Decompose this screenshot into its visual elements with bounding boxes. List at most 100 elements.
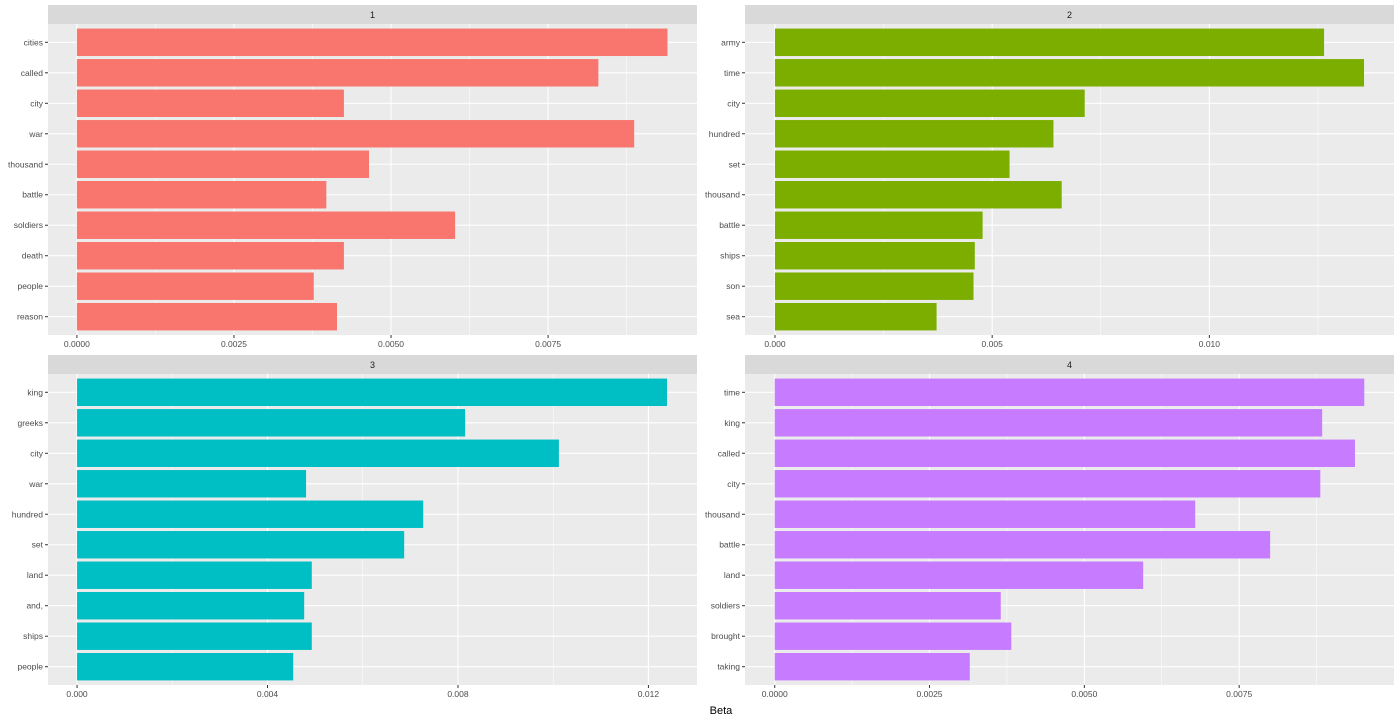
y-tick-label: king [724,418,740,428]
x-tick-label: 0.0000 [762,689,788,699]
y-tick-label: king [27,387,43,397]
bar-city [76,89,344,117]
bar-king [774,409,1323,437]
y-tick-label: called [718,448,740,458]
bar-son [774,272,974,300]
y-tick-label: ships [720,251,740,261]
y-tick-label: city [30,448,44,458]
y-tick-label: people [17,281,43,291]
y-tick-label: soldiers [711,601,740,611]
facet-strip-label: 1 [370,10,375,20]
y-tick-label: army [721,37,741,47]
bar-ships [774,242,975,270]
y-tick-label: time [724,68,740,78]
x-tick-label: 0.0050 [1071,689,1097,699]
facet-panel-2: 2 0.000 0.005 0.010 army time city hundred set th… [705,5,1394,349]
bar-reason [76,302,338,331]
x-tick-label: 0.004 [257,689,279,699]
facet-strip-label: 4 [1067,360,1072,370]
y-tick-label: battle [719,220,740,230]
bar-taking [774,652,970,681]
y-tick-label: thousand [8,159,43,169]
y-tick-label: soldiers [14,220,43,230]
bar-time [774,59,1365,87]
y-tick-label: thousand [705,509,740,519]
x-tick-label: 0.0075 [535,339,561,349]
bar-land [77,561,312,589]
bar-death [76,242,344,270]
bar-set [77,531,405,559]
facet-strip [745,355,1394,374]
bar-called [76,59,599,87]
bar-battle [76,181,327,209]
x-tick-label: 0.010 [1199,339,1221,349]
bar-and [77,592,305,620]
y-tick-label: ships [23,631,43,641]
y-tick-label: death [22,251,44,261]
facet-strip-label: 2 [1067,10,1072,20]
facet-strip [48,355,697,374]
y-tick-label: people [17,662,43,672]
x-tick-label: 0.000 [66,689,88,699]
y-tick-label: city [727,479,741,489]
bar-battle [774,211,983,239]
x-tick-label: 0.012 [638,689,660,699]
y-tick-label: son [726,281,740,291]
bar-thousand [774,500,1196,528]
y-tick-label: sea [726,312,740,322]
bar-sea [774,302,937,331]
bar-war [76,120,635,148]
y-tick-label: thousand [705,190,740,200]
y-tick-label: land [27,570,43,580]
y-tick-label: cities [24,37,43,47]
bar-army [774,28,1325,57]
x-tick-label: 0.008 [447,689,469,699]
bar-city [774,89,1085,117]
y-tick-label: time [724,387,740,397]
y-tick-label: hundred [12,509,43,519]
facet-strip-label: 3 [370,360,375,370]
y-tick-label: war [28,129,43,139]
bar-king [77,378,668,407]
bar-soldiers [774,592,1001,620]
x-tick-label: 0.005 [982,339,1004,349]
bar-war [77,470,307,498]
x-tick-label: 0.0025 [917,689,943,699]
bar-thousand [76,150,370,178]
x-tick-label: 0.0025 [221,339,247,349]
bar-set [774,150,1010,178]
y-tick-label: city [727,98,741,108]
y-tick-label: set [32,540,44,550]
bar-cities [76,28,668,57]
y-tick-label: called [21,68,43,78]
facet-panel-4: 4 0.0000 0.0025 0.0050 0.0075 time king called c… [705,355,1394,699]
x-tick-label: 0.0000 [64,339,90,349]
bar-time [774,378,1365,407]
y-tick-label: taking [717,662,740,672]
bar-people [76,272,314,300]
facet-panel-3: 3 0.000 0.004 0.008 0.012 king greeks city war hu… [12,355,697,699]
bar-thousand [774,181,1062,209]
y-tick-label: hundred [709,129,740,139]
bar-city [774,470,1321,498]
y-tick-label: land [724,570,740,580]
bar-land [774,561,1144,589]
bar-brought [774,622,1012,650]
bar-hundred [774,120,1054,148]
x-tick-label: 0.0075 [1226,689,1252,699]
y-tick-label: set [729,159,741,169]
facet-panel-1: 1 0.0000 0.0025 0.0050 0.0075 cities called cit… [8,5,697,349]
y-tick-label: battle [719,540,740,550]
y-tick-label: and, [26,601,43,611]
bar-hundred [77,500,424,528]
x-tick-label: 0.0050 [378,339,404,349]
bar-greeks [77,409,466,437]
bar-soldiers [76,211,456,239]
y-tick-label: brought [711,631,740,641]
bar-called [774,439,1355,467]
y-tick-label: greeks [17,418,43,428]
bar-city [77,439,559,467]
y-tick-label: war [28,479,43,489]
bar-people [77,652,294,681]
